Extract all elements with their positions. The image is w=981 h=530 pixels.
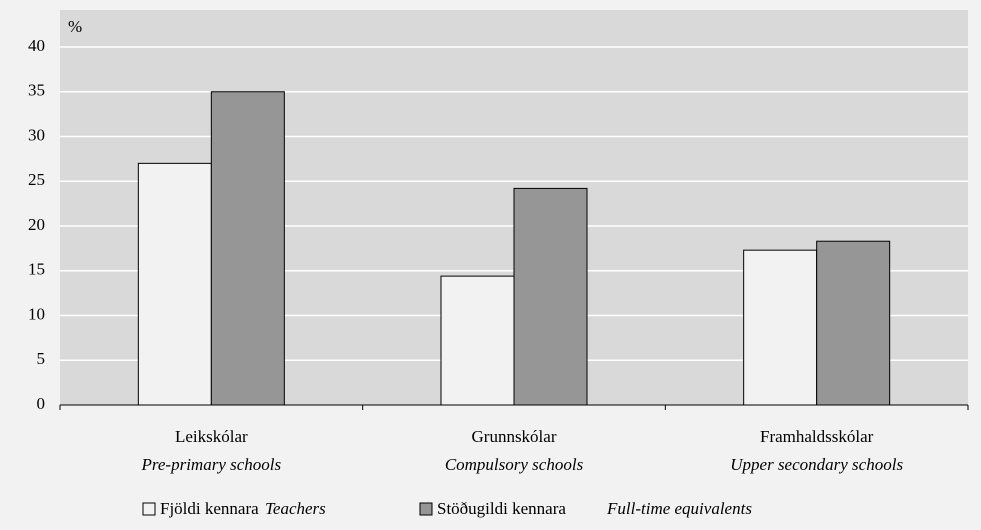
y-unit-label: % (68, 17, 82, 36)
bar (513, 187, 588, 406)
bar (137, 162, 212, 406)
bar (743, 249, 818, 406)
legend-swatch (419, 502, 433, 516)
legend-label-translation: Teachers (265, 499, 326, 518)
y-tick-label: 0 (37, 394, 46, 413)
x-tick-sublabel: Compulsory schools (445, 455, 584, 474)
bar (210, 91, 285, 406)
x-tick-sublabel: Pre-primary schools (141, 455, 282, 474)
y-tick-label: 25 (28, 170, 45, 189)
legend-label-translation: Full-time equivalents (606, 499, 752, 518)
x-tick-label: Grunnskólar (472, 427, 557, 446)
bar (816, 240, 891, 406)
y-tick-label: 35 (28, 81, 45, 100)
legend-label: Stöðugildi kennara (437, 499, 566, 518)
x-tick-sublabel: Upper secondary schools (730, 455, 903, 474)
y-tick-label: 20 (28, 215, 45, 234)
y-tick-label: 30 (28, 125, 45, 144)
legend-label: Fjöldi kennara (160, 499, 259, 518)
bar (440, 275, 515, 406)
x-tick-label: Leikskólar (175, 427, 248, 446)
y-tick-label: 10 (28, 304, 45, 323)
legend-swatch (142, 502, 156, 516)
y-tick-label: 40 (28, 36, 45, 55)
y-tick-label: 5 (37, 349, 46, 368)
x-tick-label: Framhaldsskólar (760, 427, 874, 446)
y-tick-label: 15 (28, 260, 45, 279)
